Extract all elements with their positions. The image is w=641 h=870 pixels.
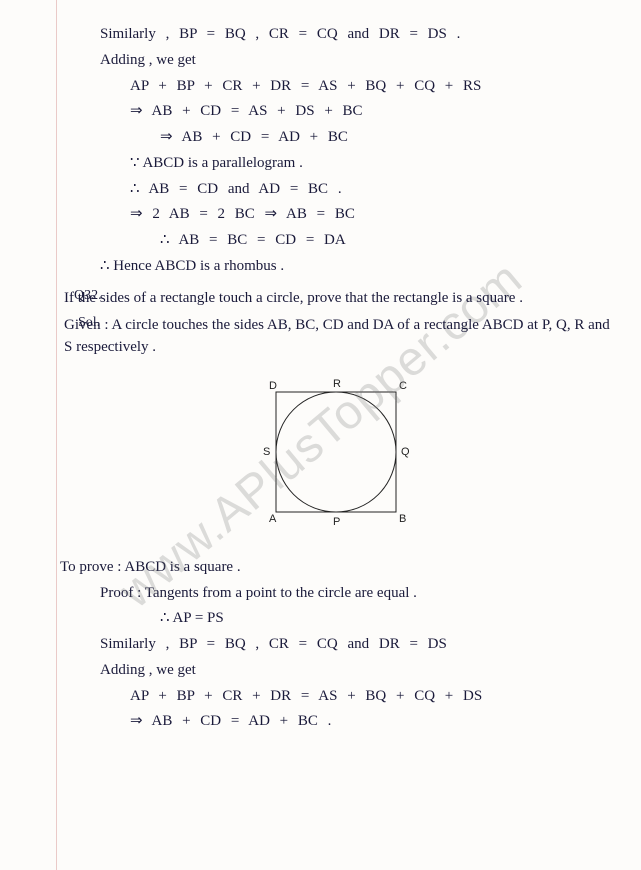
text-line: AP + BP + CR + DR = AS + BQ + CQ + RS (60, 76, 611, 98)
text-line: ⇒ AB + CD = AS + DS + BC (60, 101, 611, 123)
question-label: Q32. (74, 288, 102, 304)
given-text: Given : A circle touches the sides AB, B… (60, 315, 611, 359)
svg-text:R: R (333, 378, 341, 390)
text-line: ∵ ABCD is a parallelogram . (60, 153, 611, 175)
text-line: ∴ AB = BC = CD = DA (60, 230, 611, 252)
proof-line: ∴ AP = PS (60, 608, 611, 630)
svg-text:D: D (269, 380, 277, 392)
text-line: Adding , we get (60, 50, 611, 72)
svg-text:P: P (333, 516, 340, 527)
handwritten-page: www.APlusTopper.com Similarly , BP = BQ … (0, 0, 641, 870)
text-line: ⇒ AB + CD = AD + BC (60, 127, 611, 149)
proof-line: ⇒ AB + CD = AD + BC . (60, 711, 611, 733)
proof-line: Similarly , BP = BQ , CR = CQ and DR = D… (60, 634, 611, 656)
proof-line: Proof : Tangents from a point to the cir… (60, 583, 611, 605)
text-line: ∴ AB = CD and AD = BC . (60, 179, 611, 201)
text-line: ∴ Hence ABCD is a rhombus . (60, 256, 611, 278)
svg-text:Q: Q (401, 446, 410, 458)
text-line: ⇒ 2 AB = 2 BC ⇒ AB = BC (60, 204, 611, 226)
svg-text:C: C (399, 380, 407, 392)
question-text: If the sides of a rectangle touch a circ… (60, 288, 611, 310)
diagram-container: A B C D P Q R S (60, 377, 611, 527)
inscribed-circle-diagram: A B C D P Q R S (261, 377, 411, 527)
proof-line: AP + BP + CR + DR = AS + BQ + CQ + DS (60, 686, 611, 708)
proof-line: Adding , we get (60, 660, 611, 682)
text-line: Similarly , BP = BQ , CR = CQ and DR = D… (60, 24, 611, 46)
svg-text:A: A (269, 513, 277, 525)
svg-text:S: S (263, 446, 270, 458)
svg-text:B: B (399, 513, 406, 525)
to-prove: To prove : ABCD is a square . (60, 557, 611, 579)
margin-rule (56, 0, 57, 870)
solution-label: Sol. (78, 315, 100, 331)
